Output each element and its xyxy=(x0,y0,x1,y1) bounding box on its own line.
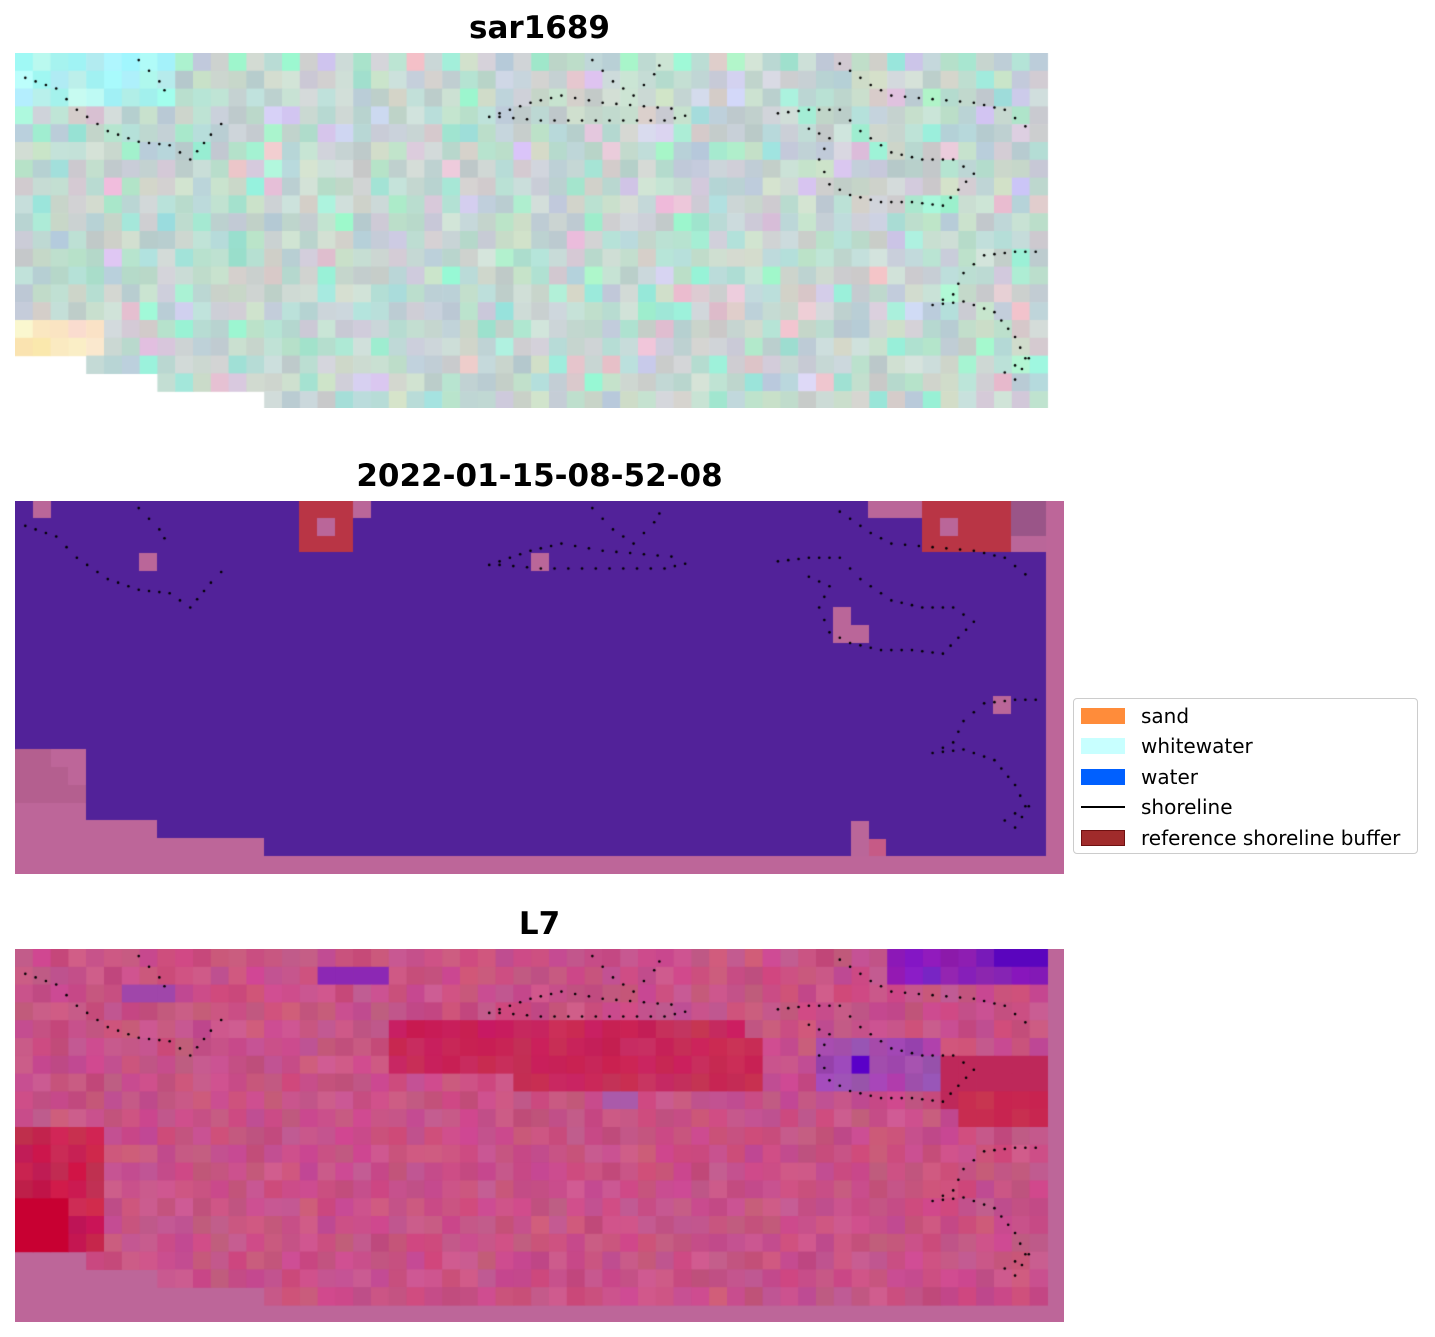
l7-image-panel xyxy=(15,949,1064,1322)
legend-label-whitewater: whitewater xyxy=(1141,734,1253,759)
legend: sand whitewater water shoreline referenc… xyxy=(1073,698,1418,854)
legend-label-sand: sand xyxy=(1141,704,1190,728)
legend-item-whitewater: whitewater xyxy=(1081,734,1417,764)
panel-title-sar: sar1689 xyxy=(469,10,610,46)
legend-item-water: water xyxy=(1081,765,1417,795)
legend-label-shoreline: shoreline xyxy=(1141,795,1233,820)
water-swatch xyxy=(1081,768,1125,785)
legend-label-reference-buffer: reference shoreline buffer xyxy=(1141,825,1401,850)
legend-item-sand: sand xyxy=(1081,704,1417,734)
legend-item-reference-buffer: reference shoreline buffer xyxy=(1081,826,1417,856)
panel-title-classification: 2022-01-15-08-52-08 xyxy=(356,458,723,494)
legend-item-shoreline: shoreline xyxy=(1081,795,1417,825)
reference-buffer-swatch xyxy=(1081,829,1125,846)
shoreline-line-swatch xyxy=(1081,806,1125,809)
sar-image-panel xyxy=(15,53,1064,408)
whitewater-swatch xyxy=(1081,738,1125,755)
sand-swatch xyxy=(1081,708,1125,724)
legend-label-water: water xyxy=(1141,764,1198,789)
panel-title-l7: L7 xyxy=(518,906,561,942)
classification-image-panel xyxy=(15,501,1064,874)
